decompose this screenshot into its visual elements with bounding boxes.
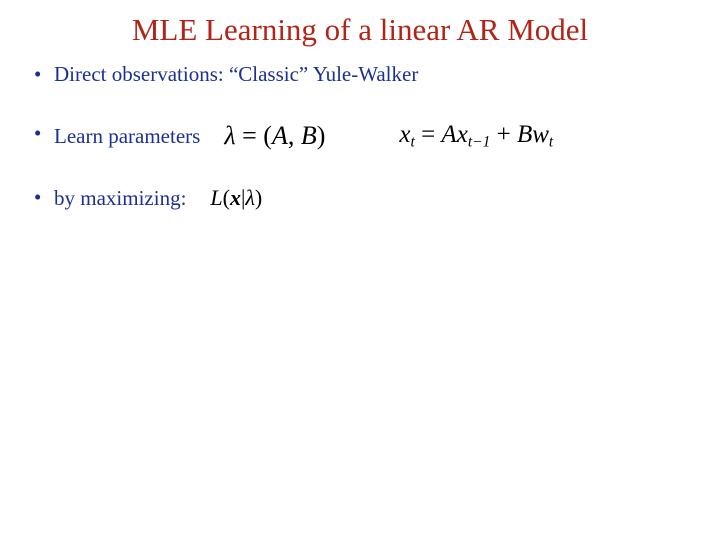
bullet-text-1: Direct observations: “Classic” Yule-Walk… <box>54 62 418 86</box>
dyn-w: w <box>532 121 549 148</box>
dyn-eq: = <box>415 121 442 148</box>
sym-B: B <box>301 121 317 150</box>
sym-lambda: λ <box>224 121 235 150</box>
dyn-B: B <box>517 121 532 148</box>
dyn-plus: + <box>490 121 517 148</box>
formula-dynamics: xt = Axt−1 + Bwt <box>399 121 553 151</box>
bullet-3-row: by maximizing: L(x|λ) <box>54 185 690 211</box>
bullet-2-row: Learn parameters λ = (A, B) xt = Axt−1 +… <box>54 121 690 151</box>
sym-A: A <box>272 121 288 150</box>
dyn-x2: x <box>457 121 468 148</box>
bullet-list: Direct observations: “Classic” Yule-Walk… <box>30 62 690 211</box>
lik-close: ) <box>255 185 262 210</box>
formula-likelihood: L(x|λ) <box>210 185 262 211</box>
dyn-x1: x <box>399 121 410 148</box>
sym-comma: , <box>288 121 301 150</box>
dyn-sub-tm1: t−1 <box>468 133 491 150</box>
lik-open: ( <box>223 185 230 210</box>
lik-L: L <box>210 185 222 210</box>
dyn-sub-wt: t <box>549 133 553 150</box>
slide: MLE Learning of a linear AR Model Direct… <box>0 0 720 540</box>
sym-close: ) <box>317 121 326 150</box>
bullet-item-1: Direct observations: “Classic” Yule-Walk… <box>30 62 690 87</box>
bullet-item-3: by maximizing: L(x|λ) <box>30 185 690 211</box>
lik-lambda: λ <box>245 185 255 210</box>
bullet-text-2: Learn parameters <box>54 124 200 149</box>
formula-lambda-def: λ = (A, B) <box>224 121 325 151</box>
dyn-A: A <box>441 121 456 148</box>
sym-eq: = <box>236 121 264 150</box>
bullet-item-2: Learn parameters λ = (A, B) xt = Axt−1 +… <box>30 121 690 151</box>
lik-x: x <box>230 185 241 210</box>
bullet-text-3: by maximizing: <box>54 186 186 211</box>
sym-open: ( <box>263 121 272 150</box>
slide-title: MLE Learning of a linear AR Model <box>30 12 690 48</box>
